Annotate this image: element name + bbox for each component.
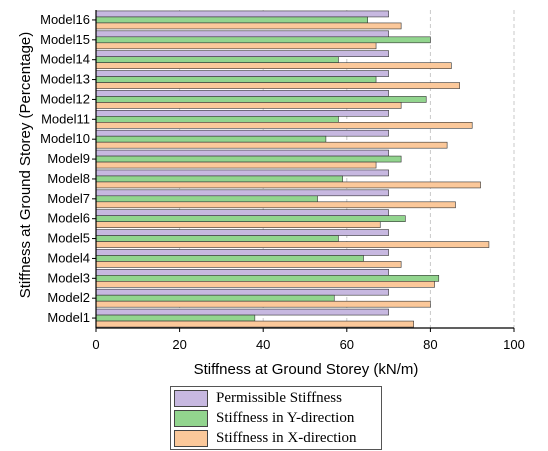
bar bbox=[95, 235, 339, 242]
bar bbox=[95, 56, 339, 63]
bar bbox=[95, 135, 327, 143]
y-tick-label: Model10 bbox=[40, 131, 90, 146]
bar bbox=[95, 141, 448, 149]
bar bbox=[95, 36, 431, 44]
bar bbox=[95, 116, 339, 123]
y-tick-label: Model13 bbox=[40, 72, 90, 87]
y-tick-label: Model1 bbox=[47, 310, 90, 325]
bar bbox=[95, 155, 402, 163]
bar bbox=[95, 22, 402, 30]
y-tick-label: Model3 bbox=[47, 270, 90, 285]
y-tick-label: Model16 bbox=[40, 12, 90, 27]
bar bbox=[95, 300, 431, 308]
bar bbox=[95, 189, 389, 197]
axes bbox=[92, 10, 515, 332]
legend-label-y-direction: Stiffness in Y-direction bbox=[216, 410, 355, 426]
y-tick-label: Model15 bbox=[40, 32, 90, 47]
bar bbox=[95, 30, 389, 38]
bar bbox=[95, 221, 381, 228]
bar bbox=[95, 229, 389, 236]
x-tick-label: 0 bbox=[92, 337, 99, 352]
bar bbox=[95, 261, 402, 268]
x-tick-label: 40 bbox=[256, 337, 270, 352]
legend-item-y-direction: Stiffness in Y-direction bbox=[174, 409, 379, 429]
legend-swatch-y-direction bbox=[174, 410, 208, 427]
x-tick-label: 80 bbox=[423, 337, 437, 352]
bar bbox=[95, 195, 318, 203]
bar bbox=[95, 76, 377, 83]
legend-label-x-direction: Stiffness in X-direction bbox=[216, 430, 357, 446]
y-tick-label: Model14 bbox=[40, 52, 90, 67]
y-tick-label: Model11 bbox=[41, 111, 90, 126]
legend-item-x-direction: Stiffness in X-direction bbox=[174, 429, 379, 449]
bar bbox=[95, 149, 389, 157]
bar bbox=[95, 215, 406, 222]
bar bbox=[95, 209, 389, 216]
bar bbox=[95, 169, 389, 177]
bar bbox=[95, 308, 389, 316]
legend: Permissible Stiffness Stiffness in Y-dir… bbox=[170, 386, 382, 450]
y-tick-label: Model9 bbox=[47, 151, 90, 166]
bar bbox=[95, 314, 256, 322]
bar bbox=[95, 249, 389, 256]
bar bbox=[95, 181, 481, 189]
bar bbox=[95, 281, 435, 288]
bar bbox=[95, 82, 460, 89]
bar bbox=[95, 129, 389, 137]
legend-label-permissible: Permissible Stiffness bbox=[216, 390, 342, 406]
bar bbox=[95, 275, 440, 282]
bar bbox=[95, 110, 389, 117]
bar bbox=[95, 50, 389, 57]
bar bbox=[95, 294, 335, 302]
y-tick-labels: Model1 Model2 Model3 Model4 Model5 Model6 Mode… bbox=[40, 12, 90, 325]
y-tick-label: Model6 bbox=[47, 211, 90, 226]
legend-item-permissible: Permissible Stiffness bbox=[174, 389, 379, 409]
y-tick-label: Model5 bbox=[47, 231, 90, 246]
y-tick-label: Model4 bbox=[47, 250, 90, 265]
bar bbox=[95, 255, 364, 262]
bar bbox=[95, 96, 427, 103]
bar bbox=[95, 122, 473, 129]
bar bbox=[95, 241, 490, 248]
bar bbox=[95, 102, 402, 109]
x-axis-title: Stiffness at Ground Storey (kN/m) bbox=[194, 361, 419, 378]
x-tick-label: 20 bbox=[172, 337, 186, 352]
y-tick-label: Model8 bbox=[47, 171, 90, 186]
legend-swatch-x-direction bbox=[174, 430, 208, 447]
y-axis-title: Stiffness at Ground Storey (Percentage) bbox=[17, 32, 34, 299]
bars bbox=[95, 10, 490, 328]
y-tick-label: Model12 bbox=[40, 91, 90, 106]
bar bbox=[95, 288, 389, 296]
bar bbox=[95, 175, 343, 183]
bar bbox=[95, 70, 389, 77]
y-tick-label: Model2 bbox=[47, 290, 90, 305]
bar bbox=[95, 16, 369, 24]
bar bbox=[95, 62, 452, 69]
legend-swatch-permissible bbox=[174, 390, 208, 407]
bar bbox=[95, 10, 389, 18]
bar bbox=[95, 42, 377, 50]
y-tick-label: Model7 bbox=[47, 191, 90, 206]
bar bbox=[95, 320, 414, 328]
x-tick-label: 100 bbox=[503, 337, 525, 352]
bar bbox=[95, 201, 456, 209]
bar bbox=[95, 161, 377, 169]
x-tick-labels: 0 20 40 60 80 100 bbox=[92, 337, 524, 352]
bar bbox=[95, 269, 389, 276]
x-tick-label: 60 bbox=[340, 337, 354, 352]
bar bbox=[95, 90, 389, 97]
